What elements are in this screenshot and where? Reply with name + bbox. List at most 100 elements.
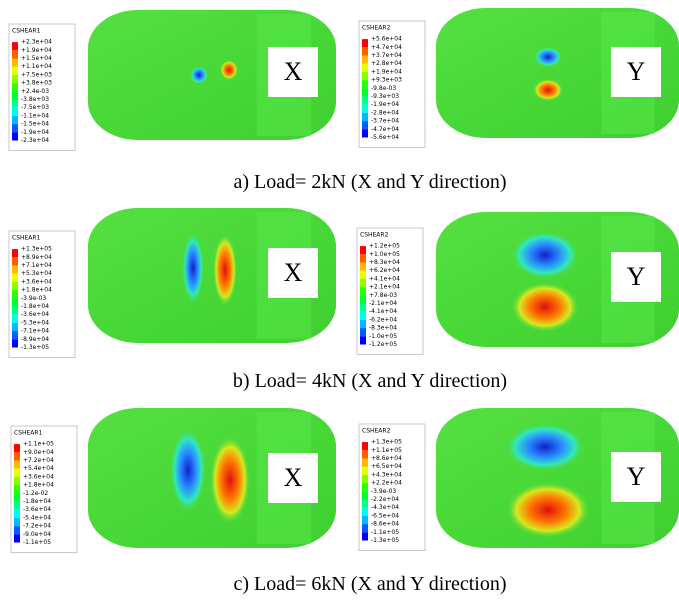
legend-swatch: [362, 129, 368, 137]
direction-label: X: [284, 258, 303, 287]
legend-label: -1.2e-02: [23, 490, 48, 497]
legend-swatch: [12, 83, 18, 91]
caption: a) Load= 2kN (X and Y direction): [233, 171, 506, 193]
legend-swatch: [14, 493, 20, 501]
legend-title: CSHEAR1: [12, 235, 41, 242]
legend-label: +9.3e+03: [371, 77, 402, 84]
legend-swatch: [360, 263, 366, 271]
stress-blob: [505, 423, 585, 471]
legend-swatch: [360, 271, 366, 279]
legend-label: -1.9e+04: [371, 101, 399, 108]
legend-swatch: [360, 279, 366, 287]
legend-label: +8.3e+04: [369, 259, 400, 266]
legend-swatch: [362, 500, 368, 508]
legend-swatch: [360, 320, 366, 328]
legend-label: +3.7e+04: [371, 52, 402, 59]
legend-title: CSHEAR1: [14, 430, 43, 437]
legend-label: +1.9e+04: [371, 68, 402, 75]
legend-swatch: [12, 42, 18, 50]
legend-swatch: [362, 97, 368, 105]
legend-swatch: [12, 323, 18, 331]
legend-swatch: [12, 108, 18, 116]
legend-label: -3.8e+03: [21, 96, 49, 103]
legend-label: +5.3e+04: [21, 270, 52, 277]
legend-label: +1.5e+04: [21, 55, 52, 62]
legend-swatch: [362, 113, 368, 121]
legend-swatch: [14, 518, 20, 526]
legend-swatch: [362, 72, 368, 80]
legend-label: -6.2e+04: [369, 316, 397, 323]
legend-label: +1.2e+05: [369, 243, 400, 250]
legend-swatch: [12, 249, 18, 257]
direction-label: X: [284, 463, 303, 492]
legend-swatch: [360, 304, 366, 312]
legend-swatch: [362, 516, 368, 524]
legend-label: -5.3e+04: [21, 319, 49, 326]
legend-swatch: [12, 50, 18, 58]
legend-label: +6.2e+04: [369, 267, 400, 274]
stress-blob: [182, 232, 204, 304]
legend-label: -2.2e+04: [371, 496, 399, 503]
legend-label: +1.8e+04: [21, 287, 52, 294]
legend-swatch: [12, 290, 18, 298]
legend-swatch: [362, 442, 368, 450]
legend-label: +1.3e+05: [371, 439, 402, 446]
legend-title: CSHEAR2: [362, 428, 391, 435]
stress-blob: [506, 482, 590, 538]
legend-label: +1.1e+05: [371, 447, 402, 454]
legend-swatch: [362, 524, 368, 532]
legend-label: -3.6e+04: [23, 506, 51, 513]
direction-label: Y: [627, 57, 646, 86]
stress-blob: [190, 66, 208, 84]
legend-swatch: [362, 532, 368, 540]
legend-swatch: [360, 328, 366, 336]
legend-swatch: [14, 502, 20, 510]
legend-title: CSHEAR2: [362, 25, 391, 32]
legend-label: +2.2e+04: [371, 480, 402, 487]
legend-label: -7.1e+04: [21, 328, 49, 335]
legend-label: -3.7e+04: [371, 118, 399, 125]
legend-label: +4.7e+04: [371, 44, 402, 51]
legend-label: -1.5e+04: [21, 121, 49, 128]
legend-swatch: [12, 298, 18, 306]
legend-label: -5.6e+04: [371, 134, 399, 141]
legend-swatch: [362, 459, 368, 467]
legend-label: -1.2e+05: [369, 341, 397, 348]
legend-swatch: [360, 246, 366, 254]
legend-swatch: [12, 307, 18, 315]
legend-label: +7.8e-03: [369, 292, 397, 299]
legend-label: -4.3e+04: [371, 504, 399, 511]
legend-label: +1.8e+04: [23, 482, 54, 489]
legend-swatch: [12, 75, 18, 83]
stress-blob: [210, 436, 250, 524]
legend-swatch: [12, 315, 18, 323]
legend-swatch: [12, 339, 18, 347]
legend-label: +7.1e+04: [21, 262, 52, 269]
page: XCSHEAR1+2.3e+04+1.9e+04+1.5e+04+1.1e+04…: [0, 0, 679, 601]
legend-label: -3.6e+04: [21, 311, 49, 318]
legend-label: +2.4e-03: [21, 88, 49, 95]
legend-label: -1.1e+04: [21, 112, 49, 119]
legend-swatch: [12, 257, 18, 265]
legend-swatch: [14, 526, 20, 534]
legend-swatch: [360, 287, 366, 295]
legend-label: -8.3e+04: [369, 325, 397, 332]
legend-label: +4.1e+04: [369, 275, 400, 282]
legend-swatch: [362, 483, 368, 491]
caption: b) Load= 4kN (X and Y direction): [233, 370, 507, 392]
legend-label: +1.9e+04: [21, 47, 52, 54]
legend-label: -9.0e+04: [23, 531, 51, 538]
legend-swatch: [362, 508, 368, 516]
legend-swatch: [12, 91, 18, 99]
legend-label: +2.3e+04: [21, 39, 52, 46]
legend-swatch: [360, 254, 366, 262]
direction-label: X: [284, 57, 303, 86]
legend-swatch: [362, 64, 368, 72]
legend-label: -1.1e+05: [23, 539, 51, 546]
legend-label: +1.3e+05: [21, 246, 52, 253]
caption: c) Load= 6kN (X and Y direction): [233, 573, 506, 595]
legend-swatch: [14, 444, 20, 452]
legend-swatch: [14, 452, 20, 460]
legend-label: -1.1e+05: [371, 529, 399, 536]
legend-swatch: [360, 295, 366, 303]
